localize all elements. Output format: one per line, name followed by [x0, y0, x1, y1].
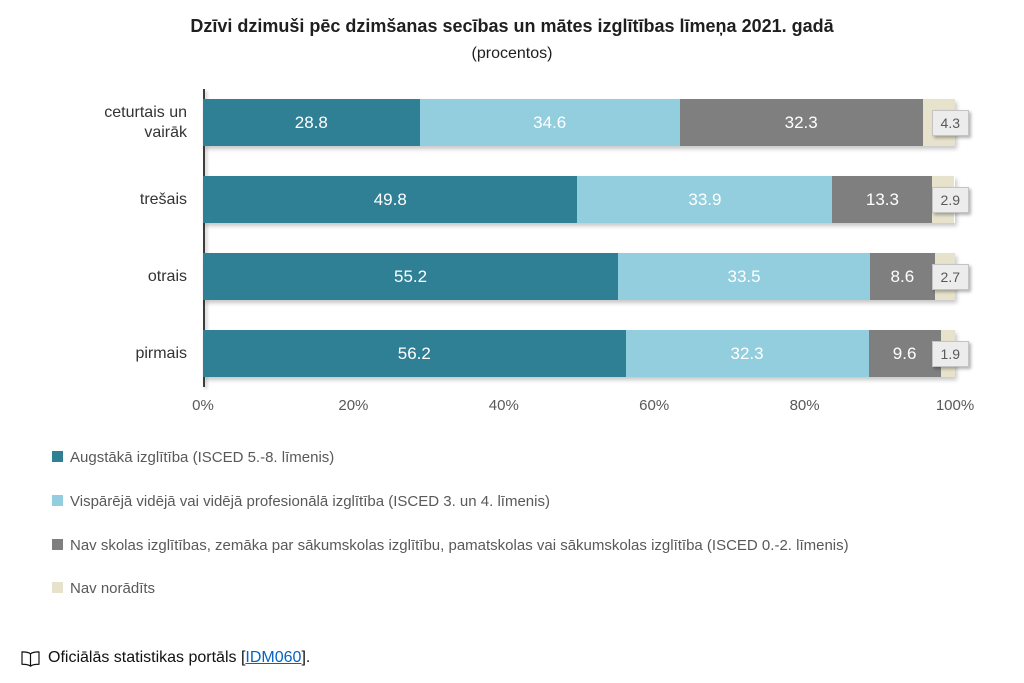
bar-segment: 28.8 — [203, 99, 420, 146]
bar-row: trešais 49.8 33.9 13.3 2.9 — [58, 176, 969, 223]
chart-subtitle: (procentos) — [471, 45, 553, 62]
category-label: pirmais — [135, 344, 187, 362]
x-axis: 0% 20% 40% 60% 80% 100% — [192, 393, 974, 421]
bar-segment: 49.8 — [203, 176, 578, 223]
legend-item: Vispārējā vidējā vai vidējā profesionālā… — [52, 491, 932, 513]
x-axis-tick: 80% — [789, 397, 820, 414]
value-callout: 2.7 — [931, 263, 969, 290]
category-label: trešais — [139, 190, 187, 208]
legend-label: Nav norādīts — [70, 580, 156, 598]
value-callout: 2.9 — [931, 186, 969, 213]
x-axis-tick: 20% — [338, 397, 369, 414]
legend-swatch — [52, 538, 63, 550]
bar-segment: 13.3 — [832, 176, 933, 223]
bar-track: 56.2 32.3 9.6 1.9 — [203, 330, 969, 377]
x-axis-tick: 0% — [192, 397, 214, 414]
bar-segment: 8.6 — [870, 253, 935, 300]
legend-swatch — [52, 494, 63, 506]
bar-segment: 33.9 — [577, 176, 833, 223]
legend: Augstākā izglītība (ISCED 5.-8. līmenis)… — [52, 447, 932, 600]
legend-item: Augstākā izglītība (ISCED 5.-8. līmenis) — [52, 447, 932, 469]
bar-track: 49.8 33.9 13.3 2.9 — [203, 176, 969, 223]
source-link[interactable]: IDM060 — [245, 649, 302, 666]
category-label: ceturtais un vairāk — [104, 103, 187, 141]
bar-segment: 9.6 — [868, 330, 941, 377]
stacked-bar-chart: ceturtais un vairāk 28.8 34.6 32.3 4.3 trešai… — [58, 89, 974, 421]
y-axis-line — [203, 89, 205, 387]
legend-swatch — [52, 451, 63, 462]
x-axis-tick: 40% — [488, 397, 519, 414]
source-label: Oficiālās statistikas portāls [ — [48, 649, 246, 666]
bar-track: 55.2 33.5 8.6 2.7 — [203, 253, 969, 300]
x-axis-tick: 60% — [639, 397, 670, 414]
legend-label: Augstākā izglītība (ISCED 5.-8. līmenis) — [70, 449, 335, 466]
chart-title: Dzīvi dzimuši pēc dzimšanas secības un m… — [190, 16, 834, 36]
plot-area: ceturtais un vairāk 28.8 34.6 32.3 4.3 trešai… — [58, 89, 969, 387]
bar-row: pirmais 56.2 32.3 9.6 1.9 — [58, 330, 969, 377]
legend-item: Nav skolas izglītības, zemāka par sākums… — [52, 535, 932, 557]
open-book-icon — [20, 650, 41, 667]
legend-label: Vispārējā vidējā vai vidējā profesionālā… — [70, 492, 550, 510]
bar-segment: 55.2 — [203, 253, 619, 300]
bar-segment: 56.2 — [203, 330, 626, 377]
source-text: Oficiālās statistikas portāls [IDM060]. — [48, 649, 310, 667]
bar-segment: 34.6 — [419, 99, 680, 146]
value-callout: 1.9 — [931, 340, 969, 367]
value-callout: 4.3 — [931, 109, 969, 136]
bar-segment: 32.3 — [625, 330, 869, 377]
x-axis-tick: 100% — [935, 397, 975, 414]
source-footer: Oficiālās statistikas portāls [IDM060]. — [20, 649, 310, 667]
legend-swatch — [52, 582, 63, 594]
legend-label: Nav skolas izglītības, zemāka par sākums… — [70, 536, 849, 554]
legend-item: Nav norādīts — [52, 578, 932, 600]
source-close: ]. — [301, 649, 311, 666]
bar-segment: 33.5 — [618, 253, 870, 300]
bar-segment: 32.3 — [679, 99, 923, 146]
bar-row: ceturtais un vairāk 28.8 34.6 32.3 4.3 — [58, 99, 969, 146]
bar-row: otrais 55.2 33.5 8.6 2.7 — [58, 253, 969, 300]
category-label: otrais — [147, 267, 187, 285]
bar-track: 28.8 34.6 32.3 4.3 — [203, 99, 969, 146]
